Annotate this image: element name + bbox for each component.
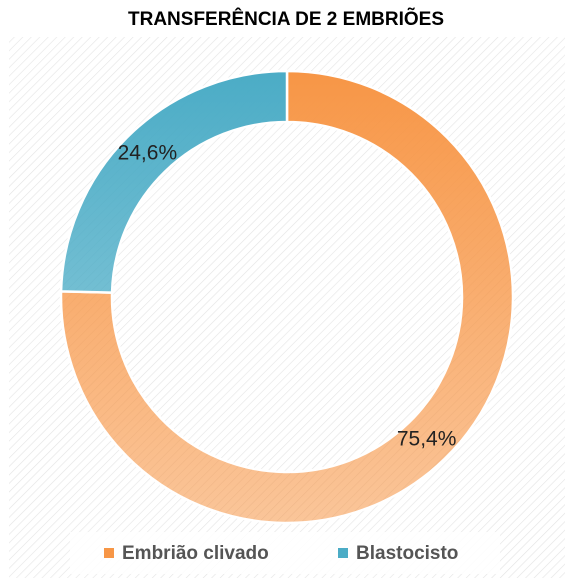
slice bbox=[59, 69, 289, 294]
slice bbox=[59, 69, 515, 525]
legend-swatch bbox=[104, 548, 114, 558]
data-label: 24,6% bbox=[118, 141, 178, 164]
legend-label: Blastocisto bbox=[356, 543, 458, 564]
chart-title: TRANSFERÊNCIA DE 2 EMBRIÕES bbox=[128, 8, 444, 30]
legend-label: Embrião clivado bbox=[122, 543, 269, 564]
data-label: 75,4% bbox=[397, 428, 457, 451]
legend-swatch bbox=[338, 548, 348, 558]
legend-background bbox=[70, 532, 500, 574]
